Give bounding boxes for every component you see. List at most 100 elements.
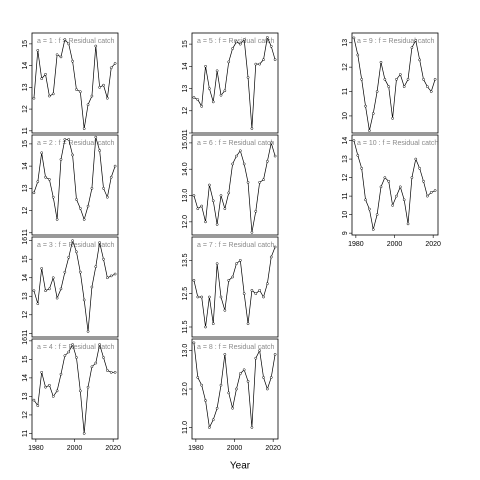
data-point [75,356,78,359]
data-point [391,117,394,120]
data-point [273,353,277,356]
data-point [200,295,204,299]
data-point [375,213,379,216]
panel: a = 3 : f = Residual catch 11 12 13 14 15 16 [22,236,119,338]
data-point [109,370,113,374]
panel-frame [191,134,279,236]
data-point [44,385,47,389]
y-tick-label: 13 [22,392,29,400]
data-point [266,159,269,163]
data-point [32,191,36,195]
data-point [75,250,78,254]
data-point [246,181,250,184]
y-tick-label: 10 [342,211,349,219]
data-point [352,36,356,40]
data-point [254,356,258,360]
data-point [204,325,207,329]
y-tick-label: 14.0 [182,162,189,176]
data-point [208,295,211,299]
data-point [204,64,207,68]
panel-title: a = 9 : f = Residual catch [357,38,435,45]
panel-title: a = 2 : f = Residual catch [37,140,115,147]
data-point [227,191,231,195]
x-tick-label: 2020 [105,445,121,452]
data-point [368,129,371,132]
y-tick-label: 13.0 [182,189,189,203]
series-line [353,37,436,131]
y-tick-label: 11 [22,127,29,134]
data-point [48,94,51,98]
x-tick-label: 2000 [67,445,83,452]
data-point [414,38,418,42]
data-point [211,322,215,326]
panel-frame [31,236,119,338]
y-tick-label: 11 [22,330,29,337]
data-point [227,278,231,282]
data-point [250,426,254,429]
data-point [51,276,55,280]
data-point [59,55,63,59]
data-point [90,285,94,289]
data-point [215,69,219,73]
y-tick-label: 12 [342,174,349,182]
data-point [356,53,360,57]
series-line [33,38,116,129]
data-point [63,138,67,141]
data-point [238,372,242,375]
y-tick-label: 11 [22,229,29,236]
panel: a = 2 : f = Residual catch 11 12 13 14 15 [22,134,119,236]
y-tick-label: 12 [22,311,29,319]
y-tick-label: 12.5 [182,287,189,301]
data-point [192,278,196,282]
y-tick-label: 15 [182,40,189,48]
data-point [387,179,391,183]
data-point [352,139,356,142]
data-point [106,195,109,199]
data-point [211,199,215,203]
data-point [67,350,71,354]
data-point [109,175,113,179]
data-point [223,353,227,356]
panel-title: a = 6 : f = Residual catch [197,140,275,147]
panel: a = 1 : f = Residual catch 11 12 13 14 15 [22,32,119,134]
data-point [238,149,242,153]
y-tick-label: 11 [342,88,349,95]
data-point [196,295,200,299]
data-point [55,296,59,300]
data-point [106,96,109,100]
data-point [364,198,367,202]
y-tick-label: 13 [182,85,189,93]
series-line [33,137,116,221]
data-point [223,207,227,211]
data-point [59,158,63,161]
data-point [94,265,98,268]
data-point [106,369,109,372]
y-tick-label: 11.0 [182,421,189,434]
data-point [219,93,223,97]
panel-frame [31,338,119,440]
data-point [250,127,254,130]
y-tick-label: 10 [342,112,349,120]
data-point [242,162,246,166]
data-point [231,406,234,410]
panel: a = 8 : f = Residual catch 11.0 12.0 13.0 19… [182,338,281,452]
y-tick-label: 12 [22,105,29,113]
data-point [94,361,98,365]
data-point [208,87,211,90]
data-point [63,270,67,274]
data-point [414,157,418,161]
y-tick-label: 13 [22,292,29,300]
data-point [86,204,90,208]
data-point [215,223,219,226]
panel: a = 6 : f = Residual catch 12.0 13.0 14.0 15… [182,134,279,236]
data-point [109,274,113,278]
data-point [208,183,211,187]
panel-frame [191,338,279,440]
data-point [250,231,254,234]
data-point [269,376,273,379]
data-point [78,90,82,94]
x-axis-label: Year [230,461,251,472]
data-point [67,138,71,141]
data-point [398,185,402,189]
